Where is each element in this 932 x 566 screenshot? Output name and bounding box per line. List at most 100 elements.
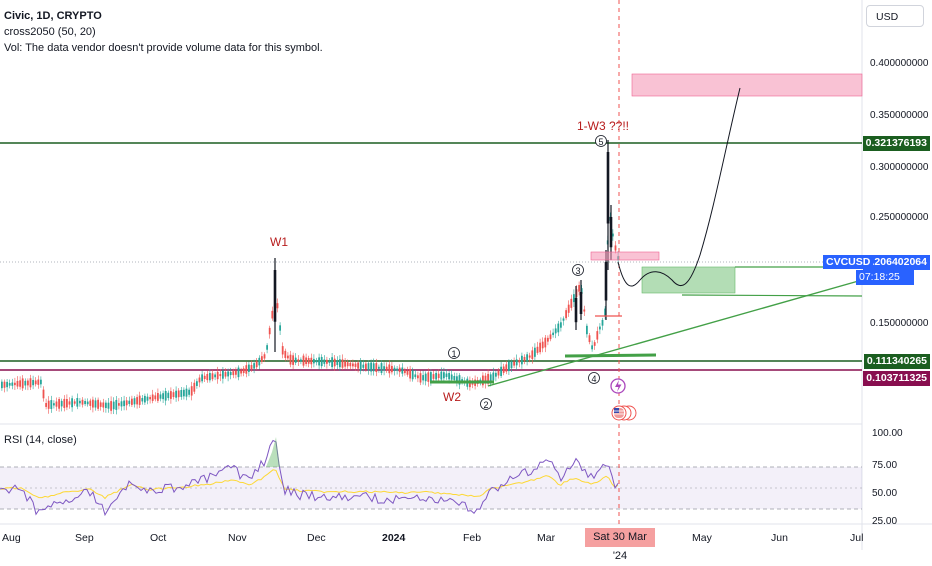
- candle-body: [248, 364, 250, 372]
- candle-body: [185, 388, 188, 397]
- candle-body: [523, 356, 526, 361]
- candle-body: [16, 380, 19, 387]
- candle-body: [443, 372, 445, 379]
- candle-body: [76, 397, 79, 407]
- indicator-legend[interactable]: cross2050 (50, 20): [4, 26, 96, 38]
- candle-body: [240, 370, 242, 374]
- candle-body: [81, 399, 84, 405]
- candle-body: [445, 373, 448, 377]
- candle-body: [586, 325, 588, 335]
- candle-body: [515, 359, 518, 366]
- candle-body: [229, 371, 232, 376]
- candle-body: [255, 361, 258, 368]
- trend-line[interactable]: [487, 279, 863, 387]
- candle-body: [588, 335, 591, 343]
- candle-body: [440, 371, 443, 380]
- wave4-support-segment[interactable]: [564, 353, 657, 358]
- candle-body: [313, 358, 315, 364]
- candle-body: [601, 319, 604, 326]
- sell-zone-small[interactable]: [590, 251, 660, 261]
- candle-body: [549, 334, 552, 340]
- countdown-tag: 07:18:25: [856, 270, 914, 285]
- candle-body: [110, 401, 112, 411]
- candle-body: [102, 402, 105, 408]
- candle-body: [58, 399, 60, 409]
- wave-circle-1: 1: [448, 347, 460, 359]
- candle-body: [149, 397, 151, 400]
- candle-body: [8, 383, 11, 386]
- time-tick-label: Aug: [2, 532, 21, 544]
- candle-body: [141, 398, 144, 402]
- candle-body: [484, 375, 487, 384]
- candle-body: [99, 402, 102, 407]
- candle-body: [362, 364, 365, 368]
- rsi-axis[interactable]: 100.00 75.00 50.00 25.00: [872, 428, 903, 527]
- candle-body: [11, 382, 14, 386]
- price-chart[interactable]: 1 2 3 4 5 W1 W2 1-W3 ??!!: [0, 0, 932, 550]
- candle-body: [224, 372, 227, 377]
- spike-body: [604, 262, 608, 301]
- w1-label: W1: [270, 235, 288, 249]
- symbol-legend[interactable]: Civic, 1D, CRYPTO: [4, 10, 102, 22]
- candle-body: [42, 389, 45, 399]
- candle-body: [55, 401, 58, 407]
- candle-body: [144, 395, 146, 403]
- time-tick-label: Dec: [307, 532, 326, 544]
- w3-label: 1-W3 ??!!: [577, 119, 629, 133]
- candle-body: [323, 359, 326, 364]
- candle-body: [367, 363, 370, 371]
- lightning-icon[interactable]: [610, 378, 626, 394]
- price-axis[interactable]: 0.400000000 0.350000000 0.300000000 0.25000…: [870, 58, 929, 329]
- candle-body: [372, 363, 375, 372]
- candle-body: [27, 380, 29, 386]
- candle-body: [123, 400, 125, 407]
- candle-body: [21, 378, 24, 389]
- candle-body: [419, 373, 422, 383]
- projection-path[interactable]: [617, 87, 741, 287]
- candle-body: [219, 374, 222, 377]
- candle-body: [177, 390, 180, 398]
- candle-body: [235, 370, 237, 375]
- buy-zone-bottom-line: [681, 294, 863, 297]
- candle-body: [448, 373, 450, 380]
- candle-body: [66, 399, 68, 408]
- candle-body: [284, 350, 287, 358]
- candle-body: [401, 367, 404, 374]
- candle-body: [385, 366, 388, 371]
- candle-body: [573, 294, 575, 303]
- candle-body: [528, 355, 531, 358]
- candle-body: [138, 395, 141, 405]
- wave-label-2: 2: [483, 400, 488, 410]
- time-axis[interactable]: Aug Sep Oct Nov Dec 2024 Feb Mar May Jun Jul: [2, 532, 863, 544]
- wave-circle-4: 4: [588, 372, 600, 384]
- candle-body: [596, 331, 599, 340]
- candle-body: [188, 389, 190, 395]
- candle-body: [513, 361, 515, 366]
- wave-label-3: 3: [575, 266, 580, 276]
- candle-body: [593, 342, 596, 346]
- candle-body: [570, 298, 573, 308]
- candle-body: [328, 360, 331, 363]
- symbol-title: Civic, 1D, CRYPTO: [4, 10, 102, 22]
- candle-body: [198, 377, 201, 383]
- candle-body: [37, 379, 40, 385]
- candle-body: [614, 245, 617, 251]
- candle-body: [289, 354, 292, 365]
- selected-date-tag: Sat 30 Mar '24: [585, 528, 655, 562]
- volume-legend[interactable]: Vol: The data vendor doesn't provide vol…: [4, 42, 323, 54]
- candle-body: [222, 370, 224, 379]
- candle-body: [357, 362, 359, 369]
- candle-body: [336, 360, 339, 366]
- us-flag-icons[interactable]: [611, 405, 637, 421]
- candle-body: [253, 363, 255, 369]
- target-zone[interactable]: [631, 73, 863, 97]
- candle-body: [183, 389, 185, 397]
- rsi-legend[interactable]: RSI (14, close): [4, 434, 77, 446]
- spike-body: [273, 270, 277, 322]
- candle-body: [180, 390, 183, 397]
- candle-body: [237, 367, 240, 378]
- currency-button[interactable]: USD: [866, 5, 924, 27]
- candle-body: [487, 373, 489, 384]
- candles: [1, 140, 619, 415]
